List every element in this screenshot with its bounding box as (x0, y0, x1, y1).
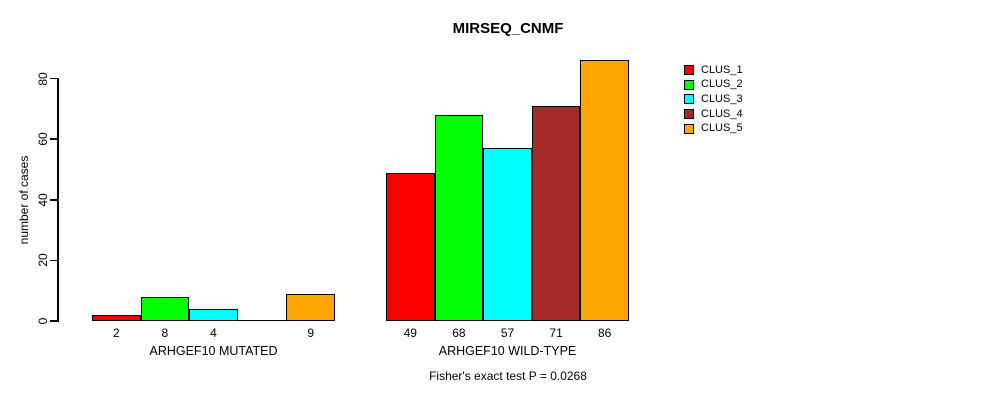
bar-value-label: 4 (210, 326, 217, 340)
y-tick-label: 40 (36, 193, 50, 207)
legend-label: CLUS_4 (701, 107, 743, 120)
bar-clus_3 (189, 308, 238, 321)
legend-item-clus_2: CLUS_2 (684, 78, 743, 93)
legend-item-clus_4: CLUS_4 (684, 107, 743, 122)
bar-clus_1 (386, 172, 435, 321)
y-tick-mark (50, 259, 58, 262)
bar-value-label: 68 (452, 326, 466, 340)
bar-clus_5 (286, 293, 335, 321)
y-tick-label: 60 (36, 132, 50, 146)
bar-clus_1 (92, 314, 141, 321)
legend-item-clus_1: CLUS_1 (684, 63, 743, 78)
y-tick-mark (50, 138, 58, 140)
legend-label: CLUS_2 (701, 78, 743, 91)
legend-swatch-icon (684, 94, 694, 105)
y-tick-mark (50, 77, 58, 80)
bar-value-label: 8 (161, 326, 169, 340)
y-tick-mark (50, 320, 58, 322)
legend-item-clus_3: CLUS_3 (684, 92, 743, 107)
y-axis-label: number of cases (17, 155, 31, 245)
bar-value-label: 86 (598, 326, 612, 340)
group-label: ARHGEF10 MUTATED (149, 344, 278, 358)
legend-label: CLUS_3 (701, 92, 743, 105)
bar-value-label: 57 (500, 326, 515, 340)
annotation-text: Fisher's exact test P = 0.0268 (429, 369, 587, 383)
bar-clus_3 (483, 148, 532, 321)
legend-label: CLUS_1 (701, 63, 743, 76)
bar-clus_2 (140, 296, 190, 321)
y-tick-label: 20 (36, 253, 50, 268)
legend-swatch-icon (684, 79, 694, 90)
group-label: ARHGEF10 WILD-TYPE (438, 344, 577, 358)
legend: CLUS_1 CLUS_2 CLUS_3 CLUS_4 CLUS_5 (684, 63, 743, 136)
chart-title: MIRSEQ_CNMF (452, 20, 564, 37)
legend-swatch-icon (684, 109, 694, 120)
bar-value-label: 49 (403, 326, 417, 340)
bar-clus_2 (434, 114, 484, 321)
bar-value-label: 2 (112, 326, 120, 340)
legend-swatch-icon (684, 123, 694, 134)
y-tick-label: 0 (36, 317, 50, 325)
legend-item-clus_5: CLUS_5 (684, 121, 743, 136)
bar-clus_5 (580, 60, 629, 321)
bar-clus_4 (531, 105, 581, 321)
y-tick-mark (50, 199, 58, 201)
legend-label: CLUS_5 (701, 122, 743, 135)
legend-swatch-icon (684, 65, 694, 76)
bar-clus_4-zero (237, 319, 287, 321)
bar-value-label: 9 (307, 326, 315, 340)
bar-value-label: 71 (549, 326, 563, 340)
y-tick-label: 80 (36, 71, 50, 86)
